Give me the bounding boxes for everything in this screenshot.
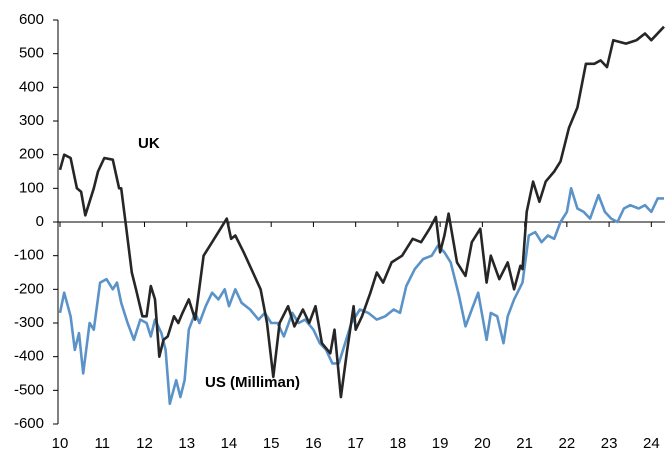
y-tick-label: 500	[19, 45, 44, 62]
line-series	[58, 187, 664, 406]
y-tick-label: 200	[19, 146, 44, 163]
x-tick-label: 11	[94, 435, 110, 452]
x-tick-label: 10	[52, 435, 69, 452]
x-tick-label: 19	[432, 435, 449, 452]
y-tick-label: -500	[14, 381, 44, 398]
series-label: UK	[138, 135, 160, 152]
y-tick-label: 400	[19, 78, 44, 95]
y-tick-label: -100	[14, 247, 44, 264]
y-tick-label: 600	[19, 11, 44, 28]
series-label: US (Milliman)	[205, 374, 300, 391]
x-tick-label: 13	[178, 435, 195, 452]
line-series	[58, 25, 665, 399]
y-tick-label: -400	[14, 348, 44, 365]
x-tick-label: 20	[474, 435, 491, 452]
x-tick-label: 12	[136, 435, 153, 452]
x-tick-label: 23	[601, 435, 618, 452]
y-tick-label: -300	[14, 314, 44, 331]
x-tick-label: 21	[516, 435, 533, 452]
y-tick-label: -200	[14, 280, 44, 297]
x-tick-label: 14	[221, 435, 238, 452]
y-tick-label: 300	[19, 112, 44, 129]
y-tick-label: -600	[14, 415, 44, 432]
x-tick-label: 24	[643, 435, 660, 452]
x-tick-label: 16	[305, 435, 322, 452]
x-tick-label: 22	[559, 435, 576, 452]
y-tick-label: 0	[36, 213, 44, 230]
y-tick-label: 100	[19, 179, 44, 196]
x-tick-label: 15	[263, 435, 280, 452]
x-tick-label: 17	[347, 435, 364, 452]
x-tick-label: 18	[390, 435, 407, 452]
